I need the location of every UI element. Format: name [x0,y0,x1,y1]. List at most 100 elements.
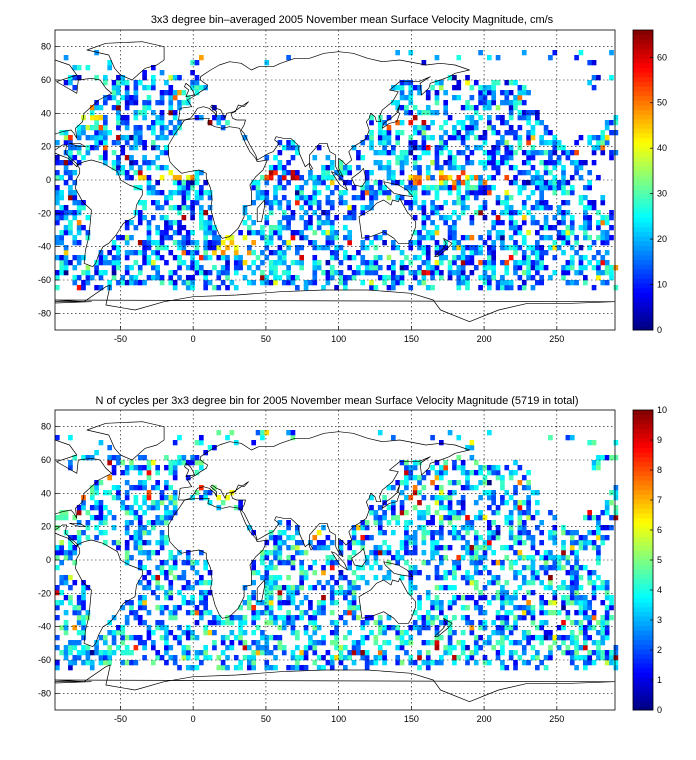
bin-cell [469,190,475,196]
bin-cell [596,535,601,541]
bin-cell [434,265,440,271]
bin-cell [604,500,610,506]
bin-cell [430,495,435,501]
bin-cell [190,230,195,236]
bin-cell [321,245,326,251]
bin-cell [329,665,335,671]
bin-cell [268,580,274,586]
bin-cell [238,665,243,671]
bin-cell [281,210,287,216]
bin-cell [277,595,283,601]
bin-cell [295,260,300,266]
bin-cell [137,280,143,286]
bin-cell [500,245,505,251]
bin-cell [308,200,313,206]
bin-cell [225,275,230,281]
bin-cell [111,265,117,271]
bin-cell [500,160,505,166]
bin-cell [159,500,165,506]
bin-cell [360,655,366,661]
bin-cell [491,220,497,226]
bin-cell [478,275,483,281]
bin-cell [495,505,501,511]
bin-cell [548,555,553,561]
bin-cell [556,560,562,566]
bin-cell [543,185,549,191]
bin-cell [517,505,523,511]
bin-cell [382,495,387,501]
bin-cell [286,240,291,246]
bin-cell [382,575,387,581]
bin-cell [281,650,287,656]
bin-cell [521,610,527,616]
bin-cell [329,560,335,566]
bin-cell [295,170,300,176]
bin-cell [59,590,65,596]
bin-cell [55,215,60,221]
bin-cell [295,645,300,651]
x-tick-label: -50 [114,714,127,724]
bin-cell [264,585,270,591]
bin-cell [137,485,143,491]
bin-cell [399,250,405,256]
bin-cell [151,505,156,511]
bin-cell [329,160,335,166]
bin-cell [137,465,143,471]
bin-cell [159,120,165,126]
bin-cell [273,545,278,551]
bin-cell [55,200,60,206]
bin-cell [539,595,545,601]
bin-cell [508,515,514,521]
bin-cell [133,645,139,651]
bin-cell [391,555,396,561]
bin-cell [142,255,147,261]
bin-cell [172,240,178,246]
bin-cell [495,115,501,121]
bin-cell [325,275,331,281]
bin-cell [347,610,353,616]
bin-cell [129,220,134,226]
colorbar-swatch [633,475,653,481]
bin-cell [600,260,606,266]
bin-cell [526,110,531,116]
bin-cell [399,635,405,641]
bin-cell [251,665,257,671]
colorbar-swatch [633,34,653,40]
bin-cell [273,165,278,171]
bin-cell [526,660,531,666]
bin-cell [434,160,440,166]
bin-cell [268,615,274,621]
bin-cell [146,165,152,171]
bin-cell [199,660,204,666]
bin-cell [72,180,78,186]
bin-cell [68,540,73,546]
bin-cell [181,225,187,231]
bin-cell [220,660,226,666]
bin-cell [517,480,523,486]
bin-cell [369,280,374,286]
bin-cell [334,215,339,221]
bin-cell [89,115,95,121]
bin-cell [408,520,414,526]
bin-cell [229,430,235,436]
bin-cell [530,260,536,266]
bin-cell [68,665,73,671]
bin-cell [456,120,462,126]
bin-cell [63,265,69,271]
bin-cell [530,540,536,546]
bin-cell [203,245,209,251]
bin-cell [129,605,134,611]
bin-cell [268,175,274,181]
bin-cell [373,255,379,261]
bin-cell [395,120,401,126]
bin-cell [116,85,121,91]
bin-cell [168,470,174,476]
bin-cell [460,460,466,466]
bin-cell [482,200,488,206]
bin-cell [521,645,527,651]
bin-cell [286,215,291,221]
bin-cell [329,590,335,596]
coastline [351,547,367,568]
bin-cell [508,595,514,601]
bin-cell [377,160,383,166]
